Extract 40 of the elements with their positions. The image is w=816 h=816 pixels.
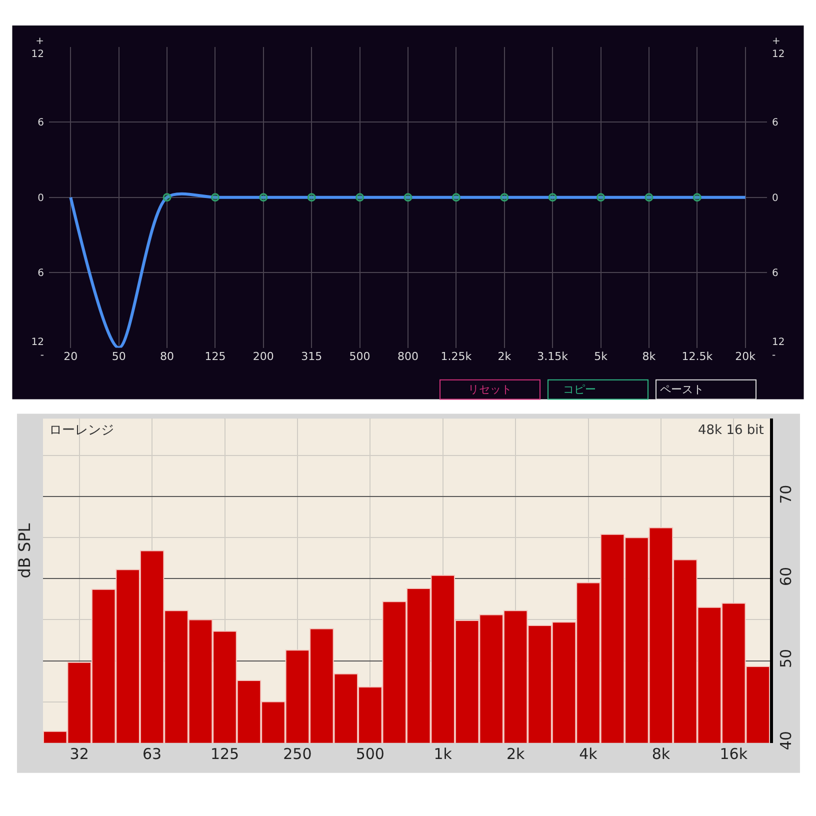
- x-tick-label: 315: [301, 350, 322, 363]
- x-tick-label: 5k: [594, 350, 608, 363]
- annotation: 48k 16 bit: [698, 423, 764, 438]
- y-tick-label: + 12: [31, 36, 44, 60]
- x-tick-label: 50: [112, 350, 126, 363]
- x-tick-label: 20k: [735, 350, 756, 363]
- x-tick-label: 1k: [434, 744, 452, 763]
- y-tick-label: 12 -: [31, 336, 44, 361]
- annotation: ローレンジ: [49, 423, 114, 438]
- x-tick-label: 800: [398, 350, 418, 363]
- x-tick-label: 63: [142, 744, 162, 763]
- x-tick-label: 1.25k: [440, 350, 472, 363]
- y-tick-label: 70: [777, 484, 795, 504]
- x-tick-label: 2k: [506, 744, 525, 763]
- x-tick-label: 200: [252, 350, 274, 363]
- text: リセット: [468, 383, 512, 396]
- x-tick-label: 2k: [498, 350, 512, 363]
- x-tick-label: 500: [356, 744, 384, 763]
- x-tick-label: 500: [349, 350, 370, 363]
- x-tick-label: 80: [160, 350, 174, 363]
- x-tick-label: 8k: [652, 744, 670, 763]
- x-tick-label: 3.15k: [537, 350, 569, 363]
- x-tick-label: 20: [64, 350, 78, 363]
- x-tick-label: 16k: [720, 744, 748, 763]
- y-axis-title: dB SPL: [14, 523, 34, 578]
- y-tick-label: 60: [777, 566, 795, 586]
- text: コピー: [563, 383, 596, 396]
- y-tick-label: 6: [38, 268, 44, 280]
- y-tick-label: 0: [38, 192, 44, 204]
- y-tick-label: 50: [777, 648, 795, 668]
- x-tick-label: 8k: [642, 350, 656, 363]
- x-tick-label: 250: [283, 744, 312, 763]
- y-tick-label: 40: [777, 731, 795, 750]
- y-tick-label: 6: [38, 118, 44, 129]
- x-tick-label: 125: [204, 350, 226, 363]
- x-tick-label: 12.5k: [682, 350, 714, 363]
- x-tick-label: 4k: [579, 744, 598, 763]
- x-tick-label: 32: [70, 744, 89, 763]
- x-tick-label: 125: [210, 744, 240, 763]
- text: ペースト: [660, 383, 704, 396]
